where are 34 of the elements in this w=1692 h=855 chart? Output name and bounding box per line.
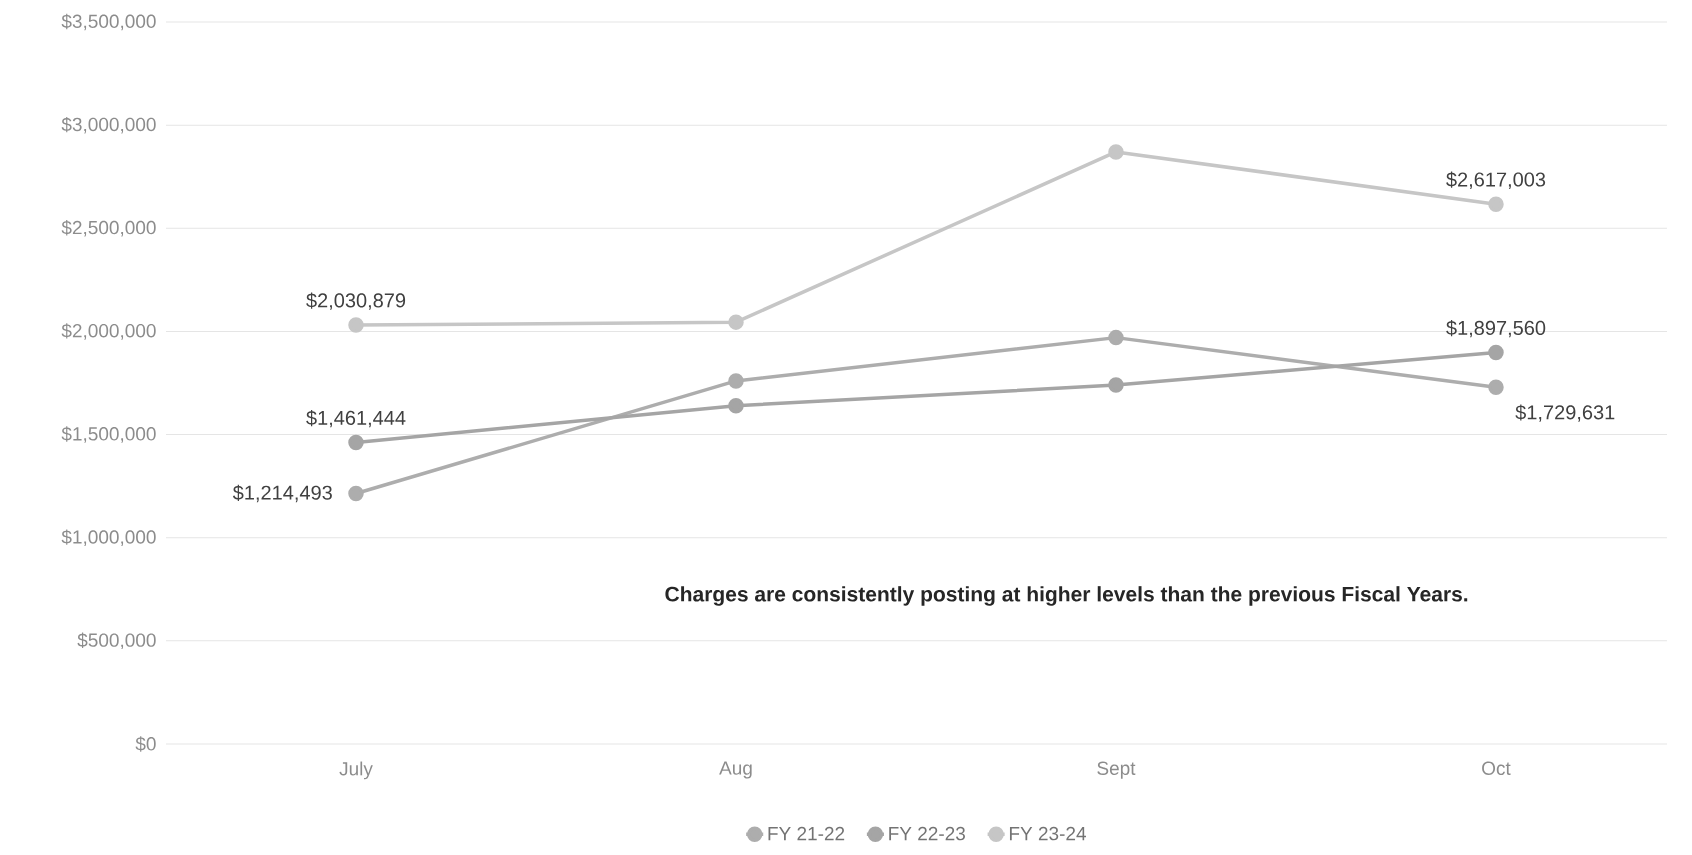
y-tick-label: $500,000 (77, 632, 156, 650)
x-tick-label: Sept (1097, 761, 1136, 779)
legend-label: FY 23-24 (1009, 826, 1086, 841)
point (348, 434, 364, 451)
point (348, 485, 364, 502)
data-label: $1,214,493 (232, 484, 332, 503)
data-label: $1,897,560 (1446, 319, 1546, 338)
x-tick-label: Oct (1482, 761, 1511, 775)
legend-label: FY 21-22 (768, 826, 845, 841)
y-tick-label: $0 (135, 736, 156, 752)
data-label: $1,729,631 (1515, 404, 1615, 422)
y-tick-label: $3,000,000 (61, 116, 156, 134)
annotation: Charges are consistently posting at higher levels than the previous Fiscal Years. (665, 586, 1468, 606)
y-tick-label: $2,000,000 (61, 323, 156, 340)
legend-label: FY 22-23 (889, 826, 965, 841)
point (1488, 196, 1504, 212)
point (1488, 344, 1504, 361)
point (728, 314, 744, 330)
point (1108, 144, 1124, 160)
y-tick-label: $3,500,000 (61, 13, 156, 31)
point (348, 317, 364, 333)
data-label: $2,030,879 (306, 292, 406, 310)
x-tick-label: Aug (719, 761, 752, 779)
y-tick-label: $1,000,000 (61, 529, 156, 546)
point (1488, 379, 1504, 395)
data-label: $1,461,444 (306, 409, 406, 428)
y-tick-label: $2,500,000 (61, 220, 156, 237)
y-tick-label: $1,500,000 (61, 426, 156, 443)
point (1108, 329, 1124, 346)
point (728, 373, 744, 389)
x-tick-label: July (339, 761, 373, 780)
point (728, 397, 744, 414)
data-label: $2,617,003 (1446, 171, 1546, 189)
point (1108, 377, 1124, 393)
